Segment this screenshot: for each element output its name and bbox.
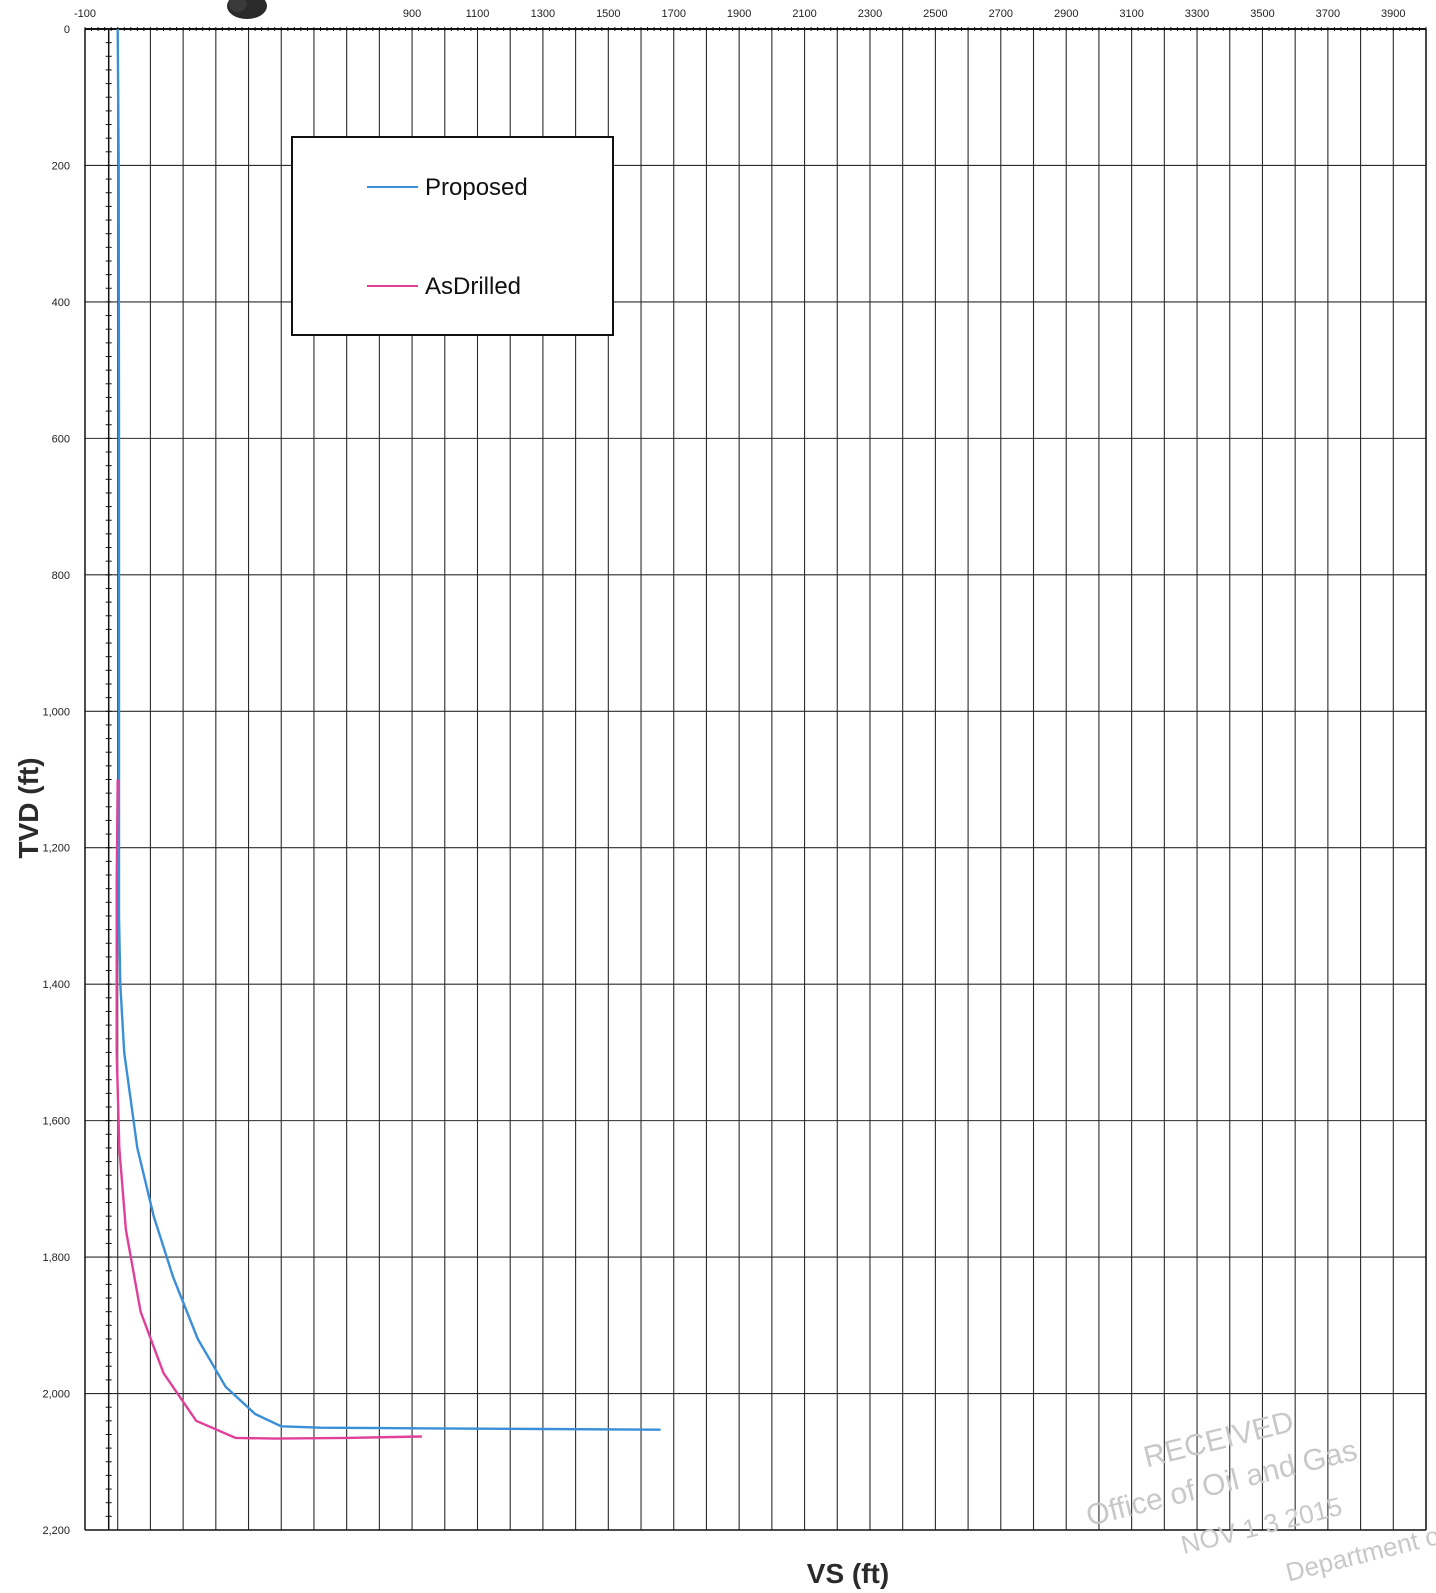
x-tick-label: 1300 [531,8,555,20]
x-tick-label: 1900 [727,8,751,20]
received-stamp: RECEIVED Office of Oil and Gas NOV 1 3 2… [1083,1405,1436,1587]
y-axis-title: TVD (ft) [13,757,44,858]
x-tick-label: 2300 [858,8,882,20]
x-tick-label: 3700 [1316,8,1340,20]
series-line-asdrilled [115,779,422,1440]
x-tick-label: 900 [403,8,421,20]
x-tick-label: 3500 [1250,8,1274,20]
series-layer [115,28,661,1440]
y-tick-label: 600 [52,433,70,445]
x-tick-label: 1700 [661,8,685,20]
x-tick-label: -100 [74,8,96,20]
x-tick-label: 1500 [596,8,620,20]
x-tick-label: 2100 [792,8,816,20]
legend: Proposed AsDrilled [291,136,614,336]
y-tick-label: 1,400 [42,979,70,991]
y-tick-label: 2,200 [42,1525,70,1537]
y-tick-label: 1,000 [42,706,70,718]
y-tick-label: 1,600 [42,1116,70,1128]
x-tick-label: 3900 [1381,8,1405,20]
axes: -100 900 1100 1300 1500 1700 1900 2100 2300 2500 2… [42,8,1427,1537]
x-tick-label: 2700 [989,8,1013,20]
legend-box [291,136,614,336]
y-tick-label: 800 [52,570,70,582]
x-tick-label: 2500 [923,8,947,20]
y-tick-label: 0 [64,24,70,36]
y-tick-label: 200 [52,160,70,172]
x-tick-label: 2900 [1054,8,1078,20]
series-line-proposed [116,28,661,1431]
grid [85,29,1427,1531]
x-tick-label: 1100 [466,8,490,20]
x-tick-label: 3300 [1185,8,1209,20]
y-tick-label: 400 [52,297,70,309]
y-tick-label: 1,800 [42,1252,70,1264]
x-tick-label: 3100 [1119,8,1143,20]
y-tick-label: 2,000 [42,1389,70,1401]
legend-label-asdrilled: AsDrilled [425,273,521,300]
y-tick-label: 1,200 [42,843,70,855]
legend-label-proposed: Proposed [425,174,528,201]
ink-blot [227,0,267,19]
x-axis-title: VS (ft) [807,1558,889,1589]
